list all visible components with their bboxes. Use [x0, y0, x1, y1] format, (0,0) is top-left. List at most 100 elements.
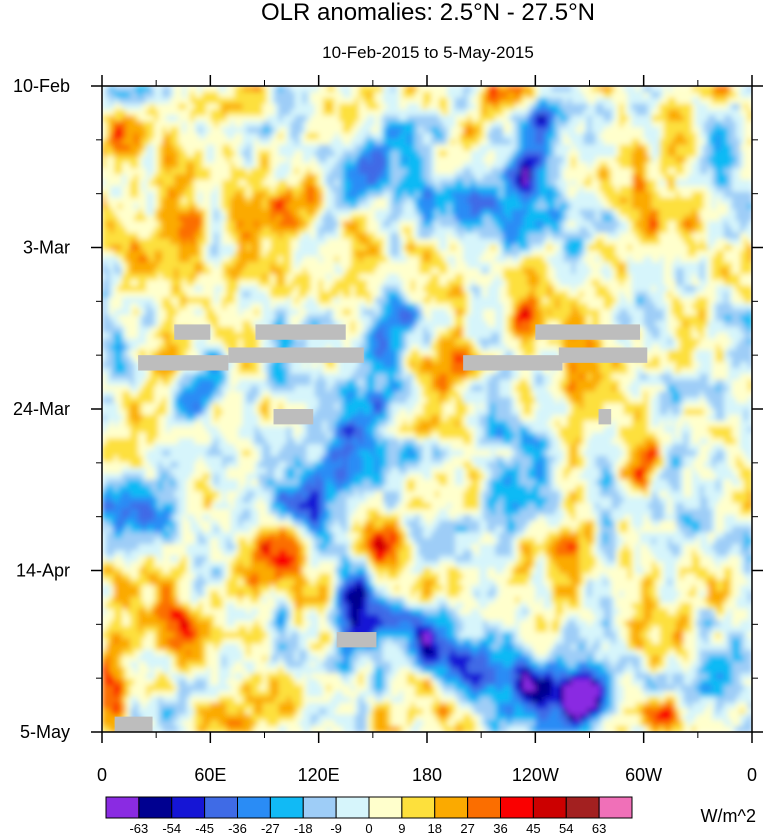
field-cell	[515, 197, 520, 205]
field-cell	[130, 156, 135, 163]
field-cell	[507, 132, 512, 140]
field-cell	[435, 262, 440, 269]
field-cell	[142, 174, 147, 181]
field-cell	[707, 132, 713, 140]
field-cell	[723, 174, 729, 181]
field-cell	[238, 168, 244, 175]
field-cell	[158, 174, 163, 181]
field-cell	[258, 197, 264, 205]
field-cell	[258, 256, 264, 263]
field-cell	[687, 191, 693, 199]
field-cell	[739, 179, 745, 187]
field-cell	[715, 144, 721, 152]
field-cell	[743, 203, 749, 210]
field-cell	[262, 168, 268, 175]
field-cell	[431, 197, 436, 205]
field-cell	[663, 238, 669, 246]
field-cell	[623, 127, 629, 134]
field-cell	[531, 250, 536, 257]
field-cell	[587, 156, 593, 163]
field-cell	[234, 238, 240, 246]
field-cell	[499, 185, 504, 193]
field-cell	[587, 221, 593, 228]
field-cell	[615, 215, 621, 222]
field-cell	[314, 262, 320, 269]
field-cell	[402, 168, 408, 175]
field-cell	[647, 185, 653, 193]
field-cell	[270, 168, 276, 175]
field-cell	[306, 221, 312, 228]
field-cell	[667, 179, 673, 187]
field-cell	[623, 103, 629, 111]
field-cell	[695, 226, 701, 234]
field-cell	[410, 250, 416, 257]
field-cell	[266, 97, 272, 105]
field-cell	[246, 238, 252, 246]
field-cell	[398, 256, 404, 263]
field-cell	[354, 256, 360, 263]
field-cell	[683, 86, 689, 93]
field-cell	[278, 221, 284, 228]
field-cell	[603, 150, 609, 158]
field-cell	[435, 256, 440, 263]
field-cell	[731, 109, 737, 116]
field-cell	[414, 221, 420, 228]
field-cell	[483, 121, 488, 128]
field-cell	[647, 156, 653, 163]
field-cell	[154, 244, 159, 252]
field-cell	[427, 179, 432, 187]
field-cell	[591, 127, 597, 134]
field-cell	[531, 103, 536, 111]
field-cell	[635, 191, 641, 199]
field-cell	[286, 256, 292, 263]
field-cell	[106, 103, 111, 111]
field-cell	[314, 162, 320, 169]
field-cell	[655, 250, 661, 257]
field-cell	[282, 109, 288, 116]
field-cell	[431, 103, 436, 111]
field-cell	[366, 262, 372, 269]
field-cell	[250, 174, 256, 181]
field-cell	[134, 221, 139, 228]
field-cell	[743, 91, 749, 99]
field-cell	[106, 209, 111, 216]
field-cell	[747, 209, 752, 216]
field-cell	[286, 150, 292, 158]
field-cell	[603, 121, 609, 128]
field-cell	[138, 262, 143, 269]
field-cell	[250, 226, 256, 234]
field-cell	[418, 91, 424, 99]
field-cell	[378, 103, 384, 111]
field-cell	[382, 174, 388, 181]
field-cell	[555, 97, 561, 105]
field-cell	[282, 132, 288, 140]
field-cell	[182, 121, 187, 128]
field-cell	[370, 109, 376, 116]
field-cell	[579, 226, 585, 234]
field-cell	[170, 162, 175, 169]
field-cell	[627, 103, 633, 111]
field-cell	[202, 244, 207, 252]
field-cell	[170, 232, 175, 240]
field-cell	[695, 250, 701, 257]
field-cell	[719, 185, 725, 193]
field-cell	[126, 138, 131, 146]
field-cell	[330, 203, 336, 210]
field-cell	[511, 174, 516, 181]
field-cell	[422, 162, 428, 169]
field-cell	[443, 232, 448, 240]
field-cell	[471, 109, 476, 116]
field-cell	[214, 127, 219, 134]
field-cell	[735, 115, 741, 122]
field-cell	[374, 221, 380, 228]
field-cell	[739, 127, 745, 134]
field-cell	[186, 179, 191, 187]
field-cell	[250, 91, 256, 99]
field-cell	[410, 144, 416, 152]
field-cell	[535, 121, 540, 128]
field-cell	[266, 197, 272, 205]
field-cell	[202, 238, 207, 246]
field-cell	[643, 256, 649, 263]
field-cell	[667, 121, 673, 128]
field-cell	[455, 244, 460, 252]
